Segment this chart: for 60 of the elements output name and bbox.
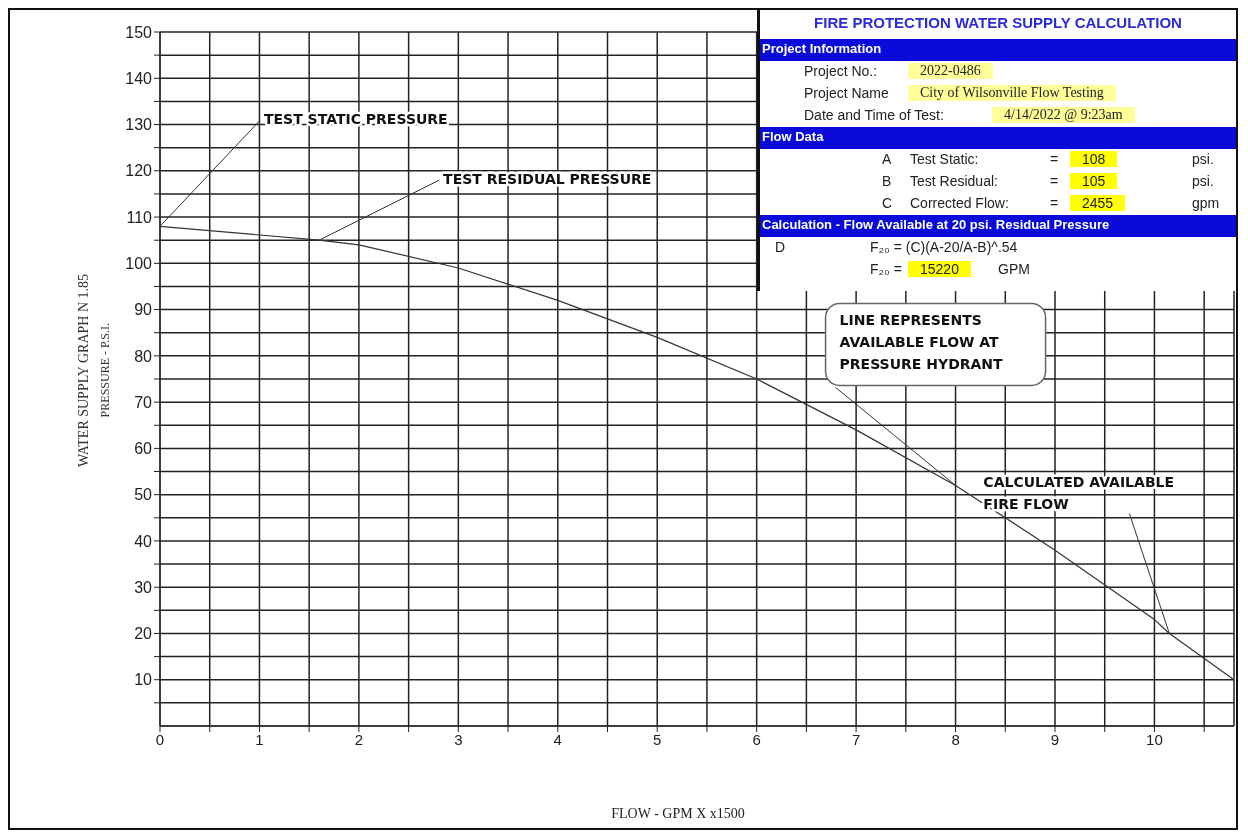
y-tick-label: 50 [134, 486, 153, 504]
annotation: LINE REPRESENTS AVAILABLE FLOW AT PRESSURE HYDRANT [839, 312, 1004, 373]
annotation: Flow Data [760, 127, 1236, 149]
x-tick-label: 6 [752, 730, 761, 748]
text: WATER SUPPLY GRAPH N 1.85 [76, 273, 92, 467]
annotation: F₂₀ = (C)(A-20/A-B)^.54 [870, 239, 1018, 255]
y-tick-label: 140 [125, 69, 153, 87]
y-tick-label: 10 [134, 671, 153, 689]
annotation: B [882, 173, 892, 189]
annotation: Project No.: [804, 63, 878, 79]
x-tick-label: 7 [851, 730, 861, 748]
y-tick-label: 80 [134, 347, 153, 365]
y-tick-label: 40 [134, 532, 153, 550]
annotation: Test Residual: [910, 173, 998, 189]
y-tick-label: 130 [125, 116, 153, 134]
x-tick-label: 4 [553, 730, 562, 748]
annotation: 105 [1070, 173, 1118, 189]
x-tick-label: 9 [1050, 730, 1060, 748]
annotation: = [1050, 173, 1059, 189]
x-tick-label: 3 [454, 730, 463, 748]
x-tick-label: 2 [354, 730, 364, 748]
y-tick-label: 30 [134, 578, 153, 596]
annotation: Date and Time of Test: [804, 107, 944, 123]
annotation: C [882, 195, 893, 211]
annotation: 2022-0486 [908, 63, 993, 79]
chart-title: FIRE PROTECTION WATER SUPPLY CALCULATION [813, 13, 1183, 33]
annotation: GPM [998, 261, 1030, 277]
y-tick-label: 70 [134, 393, 153, 411]
y-tick-label: 110 [126, 208, 153, 226]
y-tick-label: 60 [134, 440, 153, 458]
y-tick-label: 100 [125, 255, 153, 273]
annotation: City of Wilsonville Flow Testing [908, 85, 1116, 101]
annotation: = [1050, 195, 1059, 211]
annotation: 108 [1070, 151, 1118, 167]
annotation: D [775, 239, 786, 255]
annotation: Project Name [804, 85, 889, 101]
annotation: 15220 [908, 261, 971, 277]
x-tick-label: 8 [951, 730, 960, 748]
annotation: gpm [1192, 195, 1220, 211]
annotation: F₂₀ = [870, 261, 902, 277]
y-tick-label: 90 [134, 301, 153, 319]
annotation: 2455 [1070, 195, 1126, 211]
annotation: Project Information [760, 39, 1236, 61]
y-tick-label: 20 [134, 625, 153, 643]
y-tick-label: 150 [125, 23, 153, 41]
y-axis-title: PRESSURE - P.S.I. [98, 322, 113, 418]
y-tick-label: 120 [125, 162, 153, 180]
annotation: = [1050, 151, 1059, 167]
annotation: psi. [1192, 173, 1214, 189]
x-tick-label: 5 [653, 730, 662, 748]
annotation: psi. [1192, 151, 1214, 167]
x-tick-label: 0 [155, 730, 165, 748]
annotation: A [882, 151, 892, 167]
annotation: Calculation - Flow Available at 20 psi. Residual Pressure [760, 215, 1236, 237]
annotation: Corrected Flow: [910, 195, 1009, 211]
annotation: 4/14/2022 @ 9:23am [992, 107, 1135, 123]
annotation: Test Static: [910, 151, 979, 167]
x-tick-label: 10 [1146, 730, 1163, 748]
x-tick-label: 1 [255, 730, 264, 748]
x-axis-title: FLOW - GPM X x1500 [610, 806, 746, 822]
